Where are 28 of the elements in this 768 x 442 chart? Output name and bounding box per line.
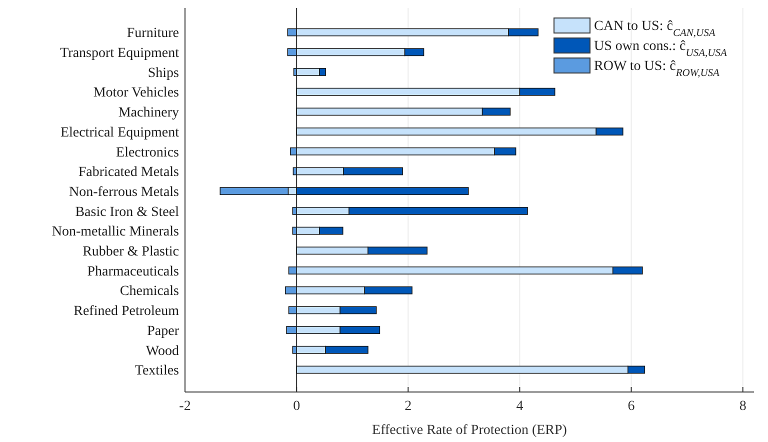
y-tick-label: Transport Equipment (60, 46, 180, 62)
x-axis-title: Effective Rate of Protection (ERP) (372, 423, 568, 438)
x-tick-label: 2 (404, 399, 412, 414)
x-tick-label: 6 (628, 399, 635, 414)
y-tick-label: Textiles (134, 364, 179, 379)
y-tick-label: Fabricated Metals (78, 165, 179, 180)
y-tick-label: Wood (146, 344, 179, 359)
y-tick-label: Motor Vehicles (93, 86, 179, 101)
x-tick-label: 8 (739, 399, 746, 414)
y-tick-label: Basic Iron & Steel (75, 204, 180, 220)
y-tick-label: Refined Petroleum (74, 304, 180, 320)
y-tick-label: Chemicals (120, 284, 179, 300)
y-tick-label: Non-metallic Minerals (52, 224, 179, 240)
x-tick-label: -2 (179, 399, 191, 414)
y-tick-label: Electrical Equipment (60, 125, 180, 140)
y-tick-label: Pharmaceuticals (87, 264, 179, 280)
legend-label: CAN to US: ĉ$_{CAN,USA}$ (594, 19, 716, 38)
y-tick-label: Electronics (116, 145, 179, 160)
y-tick-label: Non-ferrous Metals (68, 184, 179, 200)
x-tick-label: 4 (516, 399, 524, 414)
y-tick-label: Paper (147, 324, 180, 339)
y-tick-label: Rubber & Plastic (82, 244, 179, 260)
legend-label: ROW to US: ĉ$_{ROW,USA}$ (594, 59, 720, 78)
y-tick-label: Machinery (118, 106, 179, 121)
y-tick-label: Furniture (126, 26, 179, 42)
x-tick-label: 0 (293, 399, 300, 414)
y-tick-label: Ships (148, 66, 179, 81)
legend-label: US own cons.: ĉ$_{USA,USA}$ (594, 39, 728, 58)
